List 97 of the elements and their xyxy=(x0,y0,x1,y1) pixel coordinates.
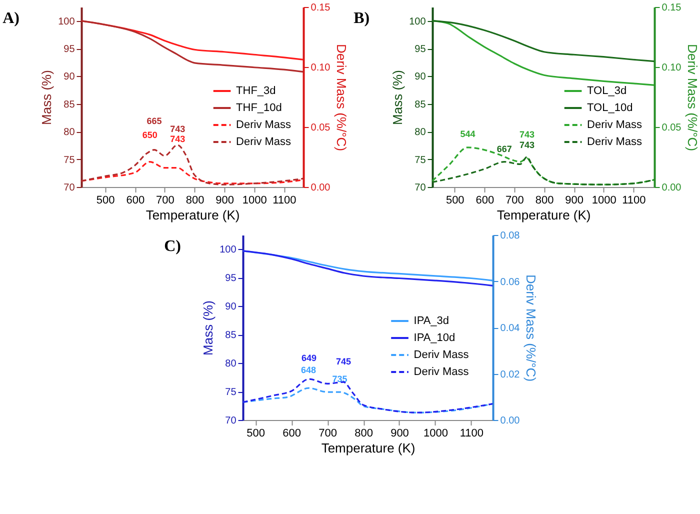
legend-label: THF_3d xyxy=(236,85,276,97)
x-tick-label: 700 xyxy=(156,194,174,206)
y-tick-label: 90 xyxy=(414,72,426,83)
annotation: 665 xyxy=(146,116,162,126)
y2-tick-label: 0.05 xyxy=(310,122,331,134)
annotation: 650 xyxy=(142,130,158,140)
y-tick-label: 80 xyxy=(225,358,237,370)
y2-tick-label: 0.05 xyxy=(662,122,682,134)
x-tick-label: 1100 xyxy=(622,194,646,206)
chart-title: A) xyxy=(2,10,20,27)
x-tick-label: 1100 xyxy=(272,194,296,206)
annotation: 743 xyxy=(520,140,535,150)
chart-title: B) xyxy=(354,10,370,27)
x-axis-title: Temperature (K) xyxy=(496,208,591,222)
x-tick-label: 1000 xyxy=(242,194,267,206)
y-tick-label: 90 xyxy=(225,302,237,313)
legend-label: TOL_10d xyxy=(587,102,633,114)
y-tick-label: 85 xyxy=(225,330,237,342)
y-tick-label: 75 xyxy=(414,154,426,166)
annotation: 648 xyxy=(301,364,316,375)
y2-tick-label: 0.00 xyxy=(310,182,331,194)
x-tick-label: 900 xyxy=(565,194,584,206)
line-series xyxy=(432,156,654,186)
y-axis-title: Mass (%) xyxy=(200,300,216,356)
x-tick-label: 1100 xyxy=(460,428,484,440)
legend-label: TOL_3d xyxy=(587,85,627,97)
annotation: 544 xyxy=(460,128,476,139)
y-tick-label: 100 xyxy=(58,16,76,28)
x-tick-label: 900 xyxy=(216,194,234,206)
x-axis-title: Temperature (K) xyxy=(321,440,416,456)
y-tick-label: 100 xyxy=(220,244,237,256)
line-series xyxy=(81,161,304,184)
y2-axis-title: Deriv Mass (%/°C) xyxy=(524,274,539,382)
y2-tick-label: 0.10 xyxy=(310,62,331,74)
annotation: 743 xyxy=(520,130,535,140)
y-tick-label: 80 xyxy=(64,127,76,138)
x-tick-label: 800 xyxy=(535,194,554,206)
x-tick-label: 800 xyxy=(186,194,204,206)
x-tick-label: 600 xyxy=(282,428,302,440)
legend-label: Deriv Mass xyxy=(414,349,470,361)
y2-tick-label: 0.02 xyxy=(500,369,520,380)
y-tick-label: 70 xyxy=(225,416,237,426)
line-series xyxy=(432,146,654,186)
y2-tick-label: 0.04 xyxy=(500,323,520,334)
y-tick-label: 95 xyxy=(414,44,426,56)
x-tick-label: 1000 xyxy=(592,194,616,206)
x-tick-label: 600 xyxy=(476,194,494,206)
y2-tick-label: 0.10 xyxy=(662,62,682,74)
x-tick-label: 800 xyxy=(354,428,373,440)
legend-label: Deriv Mass xyxy=(236,119,292,131)
y-tick-label: 85 xyxy=(414,99,426,110)
y2-tick-label: 0.15 xyxy=(662,2,682,14)
y2-tick-label: 0.00 xyxy=(500,416,520,426)
y-tick-label: 95 xyxy=(225,273,237,284)
y-tick-label: 90 xyxy=(64,72,76,83)
y-tick-label: 70 xyxy=(64,182,76,194)
annotation: 649 xyxy=(302,353,317,364)
y2-axis-title: Deriv Mass (%/°C) xyxy=(685,44,700,152)
annotation: 735 xyxy=(332,374,348,384)
y2-tick-label: 0.15 xyxy=(310,2,331,14)
legend-label: Deriv Mass xyxy=(587,119,643,131)
y2-tick-label: 0.00 xyxy=(662,182,682,194)
x-tick-label: 500 xyxy=(96,194,115,206)
legend-label: THF_10d xyxy=(236,102,282,114)
y-tick-label: 95 xyxy=(64,44,76,56)
y-tick-label: 75 xyxy=(225,387,237,398)
y2-tick-label: 0.06 xyxy=(500,276,520,288)
x-tick-label: 900 xyxy=(390,428,409,440)
y2-axis-title: Deriv Mass (%/°C) xyxy=(334,44,350,152)
annotation: 667 xyxy=(496,144,512,154)
x-tick-label: 600 xyxy=(126,194,145,206)
y-tick-label: 100 xyxy=(409,16,426,28)
y-tick-label: 70 xyxy=(414,182,426,194)
annotation: 743 xyxy=(170,124,186,134)
line-series xyxy=(81,20,304,73)
x-tick-label: 500 xyxy=(246,428,266,440)
x-tick-label: 700 xyxy=(506,194,524,206)
x-tick-label: 700 xyxy=(318,428,337,440)
annotation: 745 xyxy=(336,356,352,366)
legend-label: Deriv Mass xyxy=(414,366,470,378)
x-tick-label: 500 xyxy=(446,194,464,206)
line-series xyxy=(81,144,304,186)
y-axis-title: Mass (%) xyxy=(390,70,406,125)
legend-label: IPA_3d xyxy=(414,315,450,327)
x-tick-label: 1000 xyxy=(423,428,448,440)
chart-title: C) xyxy=(164,238,181,255)
legend-label: Deriv Mass xyxy=(587,136,643,148)
y-axis-title: Mass (%) xyxy=(39,70,54,125)
y-tick-label: 85 xyxy=(64,99,76,110)
line-series xyxy=(432,20,654,62)
x-axis-title: Temperature (K) xyxy=(146,208,240,222)
legend-label: IPA_10d xyxy=(414,332,456,344)
y-tick-label: 80 xyxy=(414,127,426,138)
y-tick-label: 75 xyxy=(64,154,76,166)
y2-tick-label: 0.08 xyxy=(500,230,520,242)
legend-label: Deriv Mass xyxy=(236,136,292,148)
annotation: 743 xyxy=(170,134,186,144)
